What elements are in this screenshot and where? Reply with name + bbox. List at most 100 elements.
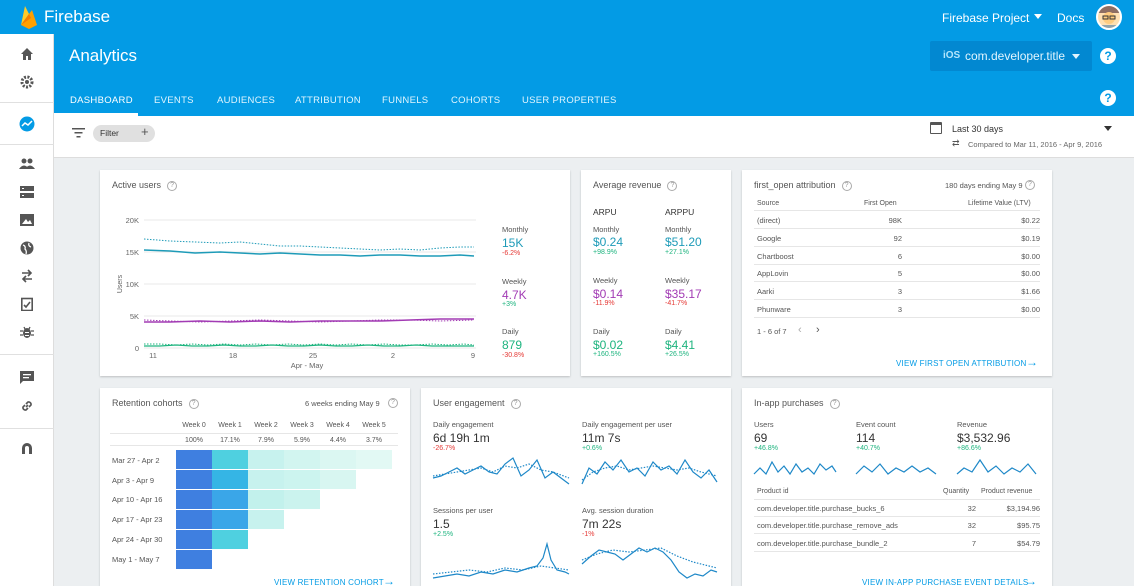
- retention-cell[interactable]: [176, 450, 212, 469]
- retention-cell[interactable]: [212, 490, 248, 509]
- help-icon[interactable]: ?: [1100, 48, 1116, 64]
- admob-icon[interactable]: [17, 438, 37, 458]
- tab-events[interactable]: EVENTS: [154, 95, 194, 106]
- metric-value: 114: [856, 431, 876, 445]
- retention-cell[interactable]: [176, 470, 212, 489]
- user-engagement-card: User engagement? Daily engagement 6d 19h…: [421, 388, 731, 586]
- column-header: Product id: [757, 488, 789, 495]
- x-tick: 18: [229, 351, 237, 360]
- app-selector[interactable]: iOS com.developer.title: [930, 41, 1092, 71]
- retention-cell[interactable]: [248, 510, 284, 529]
- metric-label: Event count: [856, 420, 896, 429]
- tab-dashboard[interactable]: DASHBOARD: [70, 95, 133, 106]
- retention-cell[interactable]: [212, 530, 248, 549]
- source-cell: AppLovin: [757, 269, 789, 278]
- filter-icon[interactable]: [72, 128, 85, 138]
- calendar-icon[interactable]: [930, 122, 942, 134]
- storage-icon[interactable]: [17, 182, 37, 202]
- arrow-right-icon[interactable]: →: [383, 574, 395, 586]
- chat-icon[interactable]: [17, 368, 37, 388]
- column-header: Quantity: [943, 488, 970, 495]
- help-icon[interactable]: ?: [510, 398, 521, 409]
- firebase-logo-icon[interactable]: [18, 5, 40, 29]
- date-range-select[interactable]: Last 30 days: [952, 124, 1004, 134]
- chevron-down-icon[interactable]: [1034, 14, 1042, 19]
- retention-cell[interactable]: [320, 470, 356, 489]
- daily-engagement-sparkline: [432, 457, 570, 485]
- retention-cell[interactable]: [212, 450, 248, 469]
- first-open-cell: 98K: [888, 216, 902, 225]
- tab-attribution[interactable]: ATTRIBUTION: [295, 95, 361, 106]
- brand-name[interactable]: Firebase: [44, 7, 111, 26]
- retention-cell[interactable]: [248, 490, 284, 509]
- week-total: 5.9%: [294, 437, 310, 444]
- retention-cell[interactable]: [212, 470, 248, 489]
- arpu-value: $0.14: [593, 287, 624, 301]
- tab-user-properties[interactable]: USER PROPERTIES: [522, 95, 617, 106]
- arppu-header: ARPPU: [665, 207, 695, 217]
- view-iap-event-details-link[interactable]: VIEW IN-APP PURCHASE EVENT DETAILS: [862, 578, 1029, 586]
- tab-cohorts[interactable]: COHORTS: [451, 95, 501, 106]
- in-app-purchases-card: In-app purchases? Users 69 +46.8% Event …: [742, 388, 1052, 586]
- week-header: Week 0: [182, 422, 206, 429]
- retention-cell[interactable]: [212, 510, 248, 529]
- transfer-icon[interactable]: [17, 266, 37, 286]
- docs-link[interactable]: Docs: [1057, 11, 1085, 25]
- retention-cell[interactable]: [284, 470, 320, 489]
- help-icon[interactable]: ?: [1025, 180, 1035, 190]
- arrow-right-icon[interactable]: →: [1026, 355, 1038, 369]
- cohort-label: May 1 - May 7: [112, 555, 160, 564]
- link-icon[interactable]: [17, 396, 37, 416]
- retention-cell[interactable]: [248, 470, 284, 489]
- home-icon[interactable]: [17, 44, 37, 64]
- product-id-cell: com.developer.title.purchase_remove_ads: [757, 521, 898, 530]
- tab-audiences[interactable]: AUDIENCES: [217, 95, 276, 106]
- analytics-icon[interactable]: [17, 114, 37, 134]
- retention-cell[interactable]: [248, 450, 284, 469]
- help-icon[interactable]: ?: [1100, 90, 1116, 106]
- retention-cell[interactable]: [176, 550, 212, 569]
- retention-cell[interactable]: [176, 530, 212, 549]
- retention-cell[interactable]: [176, 510, 212, 529]
- compare-icon: ⇄: [952, 138, 960, 148]
- tab-funnels[interactable]: FUNNELS: [382, 95, 429, 106]
- help-icon[interactable]: ?: [388, 398, 398, 408]
- image-icon[interactable]: [17, 210, 37, 230]
- help-icon[interactable]: ?: [829, 398, 840, 409]
- week-header: Week 4: [326, 422, 350, 429]
- help-icon[interactable]: ?: [188, 398, 199, 409]
- retention-cell[interactable]: [284, 450, 320, 469]
- retention-cell[interactable]: [356, 450, 392, 469]
- retention-cell[interactable]: [176, 490, 212, 509]
- cohort-label: Apr 10 - Apr 16: [112, 495, 163, 504]
- users-icon[interactable]: [17, 154, 37, 174]
- metric-label: Daily engagement: [433, 420, 494, 429]
- metric-delta: +27.1%: [665, 249, 689, 256]
- retention-cell[interactable]: [320, 450, 356, 469]
- metric-delta: +46.8%: [754, 445, 778, 452]
- help-icon[interactable]: ?: [167, 180, 178, 191]
- chevron-down-icon[interactable]: [1104, 126, 1112, 131]
- arrow-right-icon[interactable]: →: [1025, 574, 1037, 586]
- gear-icon[interactable]: [17, 72, 37, 92]
- view-retention-cohort-link[interactable]: VIEW RETENTION COHORT: [274, 578, 384, 586]
- chevron-left-icon[interactable]: ‹: [798, 324, 802, 336]
- add-filter-icon[interactable]: +: [141, 124, 149, 139]
- metric-value: 69: [754, 431, 768, 445]
- sessions-per-user-sparkline: [432, 541, 570, 579]
- session-duration-prev-sparkline: [581, 547, 718, 569]
- ltv-cell: $0.00: [1021, 305, 1040, 314]
- project-selector[interactable]: Firebase Project: [942, 11, 1030, 25]
- quantity-cell: 7: [971, 539, 976, 548]
- help-icon[interactable]: ?: [841, 180, 852, 191]
- help-icon[interactable]: ?: [667, 180, 678, 191]
- retention-cell[interactable]: [284, 490, 320, 509]
- ltv-cell: $0.22: [1021, 216, 1040, 225]
- globe-icon[interactable]: [17, 238, 37, 258]
- chevron-right-icon[interactable]: ›: [816, 324, 820, 336]
- view-first-open-attribution-link[interactable]: VIEW FIRST OPEN ATTRIBUTION: [896, 359, 1027, 368]
- bug-icon[interactable]: [17, 322, 37, 342]
- checklist-icon[interactable]: [17, 294, 37, 314]
- filter-chip[interactable]: Filter +: [93, 124, 155, 142]
- avatar[interactable]: [1096, 4, 1122, 30]
